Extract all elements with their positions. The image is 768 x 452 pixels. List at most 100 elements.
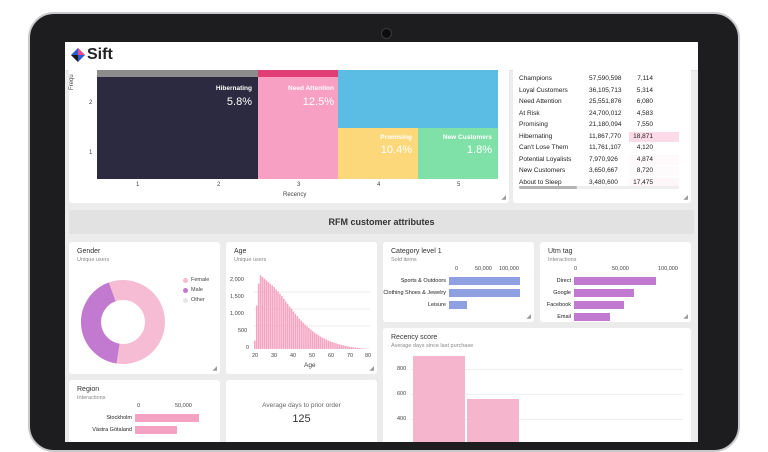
histogram-bar[interactable]: [273, 287, 275, 349]
histogram-bar[interactable]: [277, 291, 279, 349]
resize-handle-icon[interactable]: ◢: [683, 194, 688, 201]
horizontal-scrollbar[interactable]: [519, 186, 679, 189]
histogram-bar[interactable]: [351, 347, 353, 349]
histogram-bar[interactable]: [275, 289, 277, 349]
histogram-bar[interactable]: [347, 346, 349, 349]
resize-handle-icon[interactable]: ◢: [212, 365, 217, 372]
histogram-bar[interactable]: [291, 309, 293, 349]
resize-handle-icon[interactable]: ◢: [526, 313, 531, 320]
histogram-bar[interactable]: [298, 319, 300, 349]
segment-potential[interactable]: [338, 70, 498, 128]
bar[interactable]: [449, 289, 520, 297]
segment-need-attention[interactable]: Need Attention 12.5%: [258, 77, 338, 179]
histogram-bar[interactable]: [266, 280, 268, 349]
bar[interactable]: [574, 289, 634, 297]
histogram-bar[interactable]: [318, 335, 320, 349]
resize-handle-icon[interactable]: ◢: [501, 194, 506, 201]
app-name: Sift: [87, 46, 113, 64]
scrollbar-thumb[interactable]: [519, 186, 577, 189]
segment-hibernating[interactable]: Hibernating 5.8%: [97, 77, 258, 179]
segment-top-strip[interactable]: [97, 70, 258, 77]
histogram-bar[interactable]: [345, 346, 347, 349]
segment-new-customers[interactable]: New Customers 1.8%: [418, 128, 498, 179]
histogram-bar[interactable]: [335, 343, 337, 349]
histogram-bar[interactable]: [256, 305, 258, 349]
histogram-bar[interactable]: [331, 342, 333, 349]
histogram-bar[interactable]: [289, 306, 291, 349]
histogram-bar[interactable]: [327, 341, 329, 349]
histogram-bar[interactable]: [264, 279, 266, 349]
histogram-bar[interactable]: [358, 348, 360, 349]
bar[interactable]: [449, 301, 467, 309]
histogram-bar[interactable]: [281, 296, 283, 349]
age-histogram[interactable]: [254, 272, 370, 349]
segment-top-strip-pink[interactable]: [258, 70, 338, 77]
histogram-bar[interactable]: [297, 316, 299, 349]
resize-handle-icon[interactable]: ◢: [369, 365, 374, 372]
bar[interactable]: [574, 277, 656, 285]
histogram-bar[interactable]: [308, 328, 310, 349]
category-card: Category level 1 Sold items 0 50,000 100…: [383, 242, 534, 322]
histogram-bar[interactable]: [360, 348, 362, 349]
histogram-bar[interactable]: [304, 325, 306, 349]
bar[interactable]: [135, 426, 177, 434]
y-tick: 1,000: [230, 311, 244, 317]
histogram-bar[interactable]: [341, 345, 343, 349]
y-tick: 500: [238, 328, 247, 334]
histogram-bar[interactable]: [254, 341, 256, 349]
histogram-bar[interactable]: [343, 345, 345, 349]
histogram-bar[interactable]: [262, 277, 264, 349]
histogram-bar[interactable]: [268, 282, 270, 349]
histogram-bar[interactable]: [316, 334, 318, 349]
bar[interactable]: [574, 313, 610, 321]
bar[interactable]: [449, 277, 520, 285]
histogram-bar[interactable]: [339, 344, 341, 349]
bar-label: Clothing Shoes & Jewelry: [383, 290, 446, 296]
histogram-bar[interactable]: [258, 284, 260, 349]
histogram-bar[interactable]: [312, 331, 314, 349]
histogram-bar[interactable]: [279, 294, 281, 349]
recency-bar[interactable]: [467, 399, 519, 442]
donut-slice-male[interactable]: [91, 292, 118, 354]
histogram-bar[interactable]: [314, 333, 316, 349]
histogram-bar[interactable]: [302, 323, 304, 349]
histogram-bar[interactable]: [300, 321, 302, 349]
histogram-bar[interactable]: [362, 348, 364, 349]
bar[interactable]: [574, 301, 624, 309]
bar[interactable]: [135, 414, 199, 422]
histogram-bar[interactable]: [355, 348, 357, 349]
histogram-bar[interactable]: [271, 285, 273, 349]
histogram-bar[interactable]: [349, 347, 351, 349]
histogram-bar[interactable]: [306, 326, 308, 349]
gender-donut-chart[interactable]: [79, 278, 167, 366]
histogram-bar[interactable]: [269, 284, 271, 349]
segment-promising[interactable]: Promising 10.4%: [338, 128, 418, 179]
histogram-bar[interactable]: [353, 347, 355, 349]
histogram-bar[interactable]: [356, 348, 358, 349]
histogram-bar[interactable]: [324, 339, 326, 349]
histogram-bar[interactable]: [295, 314, 297, 349]
histogram-bar[interactable]: [310, 330, 312, 349]
histogram-bar[interactable]: [283, 299, 285, 349]
histogram-bar[interactable]: [329, 341, 331, 349]
resize-handle-icon[interactable]: ◢: [683, 313, 688, 320]
histogram-bar[interactable]: [322, 338, 324, 349]
histogram-bar[interactable]: [337, 344, 339, 349]
histogram-bar[interactable]: [320, 337, 322, 349]
histogram-bar[interactable]: [260, 275, 262, 349]
histogram-bar[interactable]: [333, 343, 335, 349]
histogram-bar[interactable]: [287, 304, 289, 349]
histogram-bar[interactable]: [285, 301, 287, 349]
histogram-bar[interactable]: [326, 340, 328, 349]
histogram-bar[interactable]: [293, 312, 295, 349]
recency-bar[interactable]: [413, 356, 465, 442]
